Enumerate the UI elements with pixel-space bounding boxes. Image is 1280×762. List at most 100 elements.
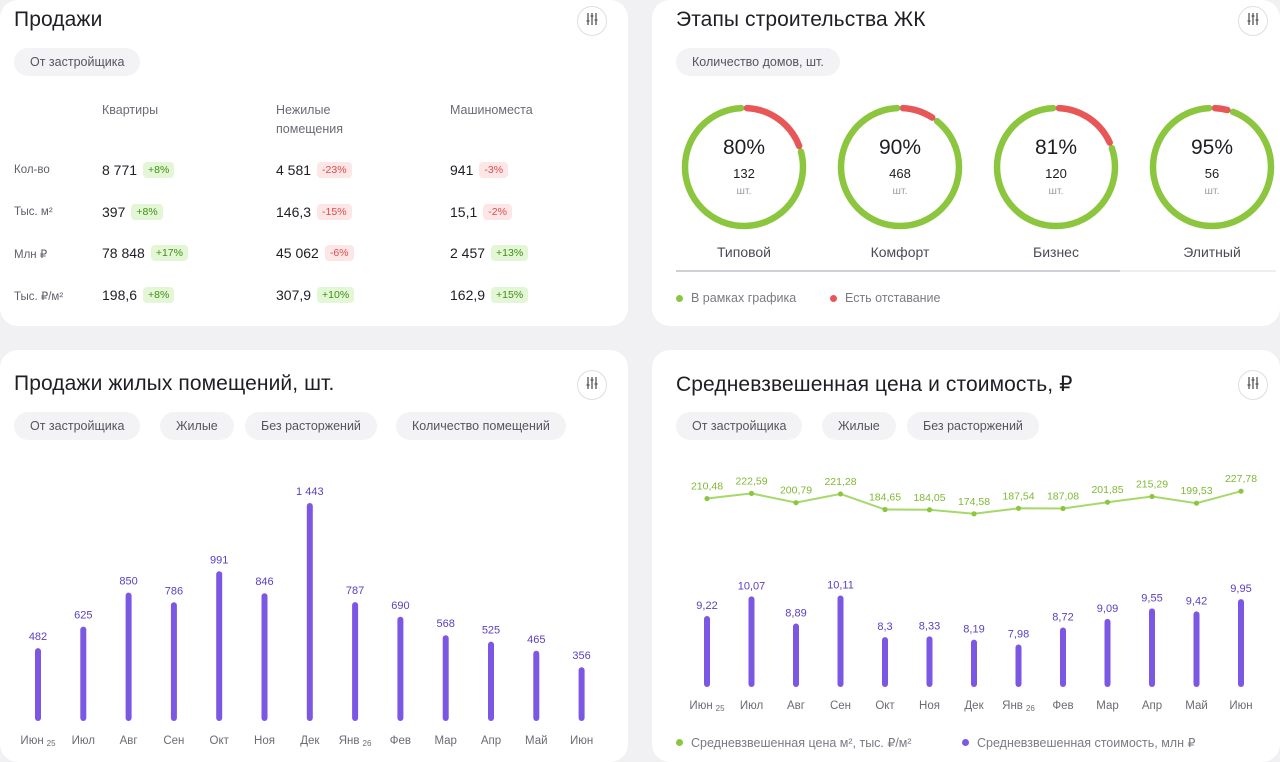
x-tick-label: Ноя <box>919 700 940 712</box>
bar-value-label: 787 <box>346 585 364 597</box>
sales-settings-button[interactable] <box>577 6 607 36</box>
bar[interactable] <box>35 648 41 721</box>
bar[interactable] <box>1060 627 1066 687</box>
bar-value-label: 7,98 <box>1008 628 1029 640</box>
progress-donut[interactable]: 90% 468 шт. <box>833 100 967 234</box>
bar[interactable] <box>837 595 844 687</box>
x-tick-label: Июн 25 <box>689 700 725 713</box>
bar[interactable] <box>926 636 933 687</box>
bar[interactable] <box>261 593 268 721</box>
x-tick-label: Дек <box>964 700 984 712</box>
x-tick-label: Май <box>1185 700 1208 712</box>
bar[interactable] <box>1193 611 1200 687</box>
bar-value-label: 8,89 <box>785 608 806 620</box>
line-value-label: 199,53 <box>1180 485 1212 497</box>
carousel-scroll-track[interactable] <box>676 270 1276 272</box>
line-point[interactable] <box>1193 500 1200 506</box>
line-point[interactable] <box>704 495 710 502</box>
line-point[interactable] <box>837 491 844 497</box>
resid-settings-button[interactable] <box>577 370 607 400</box>
column-header: Квартиры <box>102 101 158 120</box>
bar-value-label: 846 <box>255 576 273 588</box>
line-value-label: 200,79 <box>780 485 812 497</box>
filter-chip-house-count[interactable]: Количество домов, шт. <box>676 48 840 76</box>
line-point[interactable] <box>971 511 977 517</box>
filter-chip-no-terminations[interactable]: Без расторжений <box>907 412 1039 440</box>
filter-chip-residential[interactable]: Жилые <box>160 412 234 440</box>
bar[interactable] <box>578 667 585 721</box>
line-point[interactable] <box>748 490 755 496</box>
line-point[interactable] <box>926 507 933 513</box>
line-point[interactable] <box>882 506 888 513</box>
column-header: Машиноместа <box>450 101 533 120</box>
donut-ring <box>681 104 807 230</box>
change-badge: +10% <box>317 287 355 303</box>
line-value-label: 184,65 <box>869 492 901 504</box>
metric-value: 45 062 <box>276 245 319 261</box>
carousel-scroll-thumb[interactable] <box>676 270 1120 272</box>
x-tick-label: Июн <box>570 735 593 747</box>
donut-ring <box>993 104 1119 230</box>
bar[interactable] <box>352 602 359 721</box>
x-tick-label: Ноя <box>254 735 275 747</box>
change-badge: -15% <box>317 204 352 220</box>
row-label: Тыс. м² <box>14 206 53 218</box>
filter-chip-developer[interactable]: От застройщика <box>14 412 141 440</box>
bar-value-label: 9,42 <box>1186 595 1207 607</box>
line-value-label: 210,48 <box>691 481 723 493</box>
resid-title: Продажи жилых помещений, шт. <box>14 372 335 395</box>
legend-item: В рамках графика <box>676 291 796 305</box>
bar[interactable] <box>80 626 87 721</box>
donut-unit: шт. <box>736 185 752 197</box>
line-point[interactable] <box>1104 499 1111 505</box>
stages-settings-button[interactable] <box>1238 6 1268 36</box>
bar[interactable] <box>125 592 132 721</box>
donut-class-label: Комфорт <box>870 244 930 260</box>
line-value-label: 227,78 <box>1225 473 1257 485</box>
line-point[interactable] <box>793 500 799 506</box>
filter-chip-developer[interactable]: От застройщика <box>14 48 141 76</box>
x-tick-label: Июл <box>72 735 95 747</box>
line-point[interactable] <box>1060 505 1066 512</box>
bar[interactable] <box>533 650 540 721</box>
bar[interactable] <box>1104 618 1111 687</box>
filter-chip-residential[interactable]: Жилые <box>822 412 896 440</box>
bar[interactable] <box>704 615 710 687</box>
bar[interactable] <box>488 641 494 721</box>
bar[interactable] <box>882 637 888 687</box>
column-header: Нежилые помещения <box>276 101 343 139</box>
change-badge: -23% <box>317 162 352 178</box>
progress-donut[interactable]: 81% 120 шт. <box>989 100 1123 234</box>
bar[interactable] <box>971 639 977 687</box>
legend-label: Средневзвешенная цена м², тыс. ₽/м² <box>691 736 912 750</box>
residential-sales-card: Продажи жилых помещений, шт. От застройщ… <box>0 350 628 762</box>
bar[interactable] <box>397 616 404 721</box>
change-badge: -3% <box>479 162 509 178</box>
line-point[interactable] <box>1238 488 1244 494</box>
filter-chip-no-terminations[interactable]: Без расторжений <box>245 412 377 440</box>
weighted-price-card: Средневзвешенная цена и стоимость, ₽ От … <box>652 350 1280 762</box>
filter-chip-developer[interactable]: От застройщика <box>676 412 803 440</box>
filter-chip-unit-count[interactable]: Количество помещений <box>396 412 566 440</box>
bar[interactable] <box>1149 608 1155 687</box>
progress-donut[interactable]: 80% 132 шт. <box>677 100 811 234</box>
bar[interactable] <box>442 635 449 721</box>
change-badge: +8% <box>131 204 163 220</box>
price-settings-button[interactable] <box>1238 370 1268 400</box>
delayed-arc <box>681 104 807 230</box>
x-tick-label: Апр <box>481 735 501 747</box>
x-tick-label: Авг <box>120 735 138 747</box>
bar[interactable] <box>306 503 313 721</box>
legend-label: Есть отставание <box>845 291 941 305</box>
bar[interactable] <box>793 623 799 687</box>
bar[interactable] <box>1238 599 1244 687</box>
bar[interactable] <box>1015 644 1022 687</box>
bar[interactable] <box>216 571 223 721</box>
residential-sales-bar-chart: 482 Июн 25 625 Июл 850 Авг 786 Сен 991 Окт 846 Ноя 1 … <box>20 486 593 748</box>
bar[interactable] <box>748 596 755 687</box>
line-point[interactable] <box>1015 505 1022 511</box>
line-point[interactable] <box>1149 493 1155 500</box>
bar[interactable] <box>170 602 177 721</box>
progress-donut[interactable]: 95% 56 шт. <box>1145 100 1279 234</box>
donut-unit: шт. <box>1204 185 1220 197</box>
